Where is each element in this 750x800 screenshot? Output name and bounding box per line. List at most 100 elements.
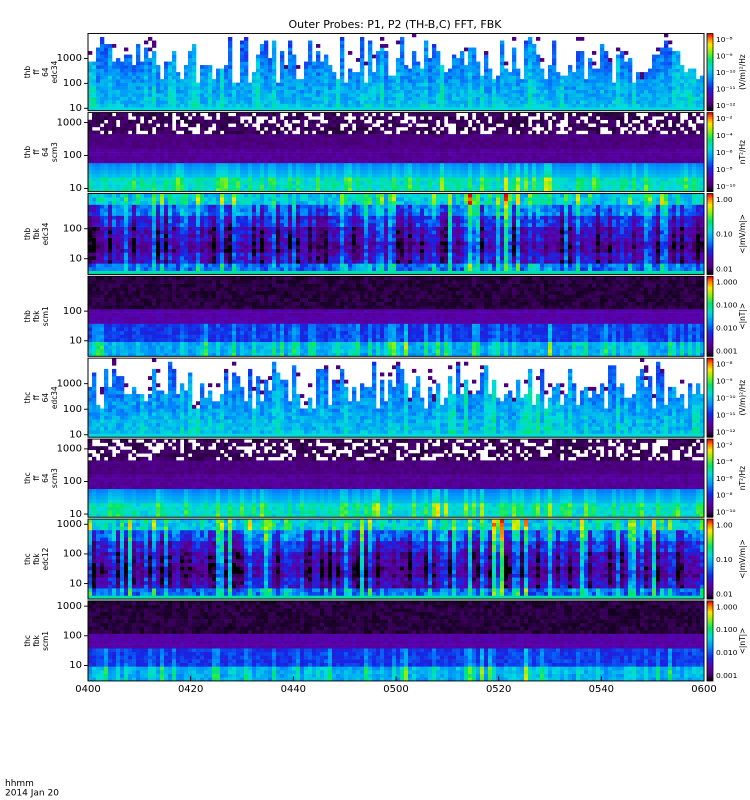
heatmap-cell: [604, 155, 609, 160]
heatmap-cell: [356, 75, 361, 80]
heatmap-cell: [536, 79, 541, 83]
heatmap-cell: [432, 82, 437, 87]
heatmap-cell: [312, 61, 317, 66]
heatmap-cell: [212, 173, 217, 178]
heatmap-cell: [436, 54, 441, 59]
heatmap-cell: [448, 79, 453, 83]
heatmap-cell: [420, 137, 425, 142]
heatmap-cell: [136, 137, 141, 142]
heatmap-cell: [532, 155, 537, 160]
heatmap-cell: [288, 96, 293, 101]
heatmap-cell: [372, 103, 377, 108]
heatmap-cell: [288, 159, 293, 164]
heatmap-cell: [516, 72, 521, 76]
heatmap-cell: [252, 86, 257, 90]
heatmap-cell: [432, 141, 437, 146]
heatmap-cell: [448, 112, 453, 117]
heatmap-cell: [204, 137, 209, 142]
colorbar-segment: [707, 108, 713, 112]
heatmap-cell: [440, 103, 445, 108]
heatmap-cell: [188, 188, 193, 192]
heatmap-cell: [124, 119, 129, 124]
heatmap-cell: [524, 159, 529, 164]
heatmap-cell: [436, 137, 441, 142]
heatmap-cell: [136, 144, 141, 149]
heatmap-cell: [96, 112, 101, 117]
heatmap-cell: [504, 137, 509, 142]
heatmap-cell: [320, 155, 325, 160]
colorbar-segment: [707, 45, 713, 48]
heatmap-cell: [452, 141, 457, 146]
heatmap-cell: [616, 54, 621, 59]
heatmap-cell: [88, 130, 93, 135]
heatmap-cell: [112, 89, 117, 94]
heatmap-cell: [564, 137, 569, 142]
heatmap-cell: [108, 96, 113, 101]
heatmap-cell: [312, 148, 317, 153]
heatmap-cell: [272, 96, 277, 101]
heatmap-cell: [392, 137, 397, 142]
heatmap-cell: [264, 68, 269, 73]
heatmap-cell: [136, 75, 141, 80]
heatmap-cell: [428, 141, 433, 146]
heatmap-cell: [376, 68, 381, 73]
heatmap-cell: [628, 103, 633, 108]
y-axis-label-line: 64: [41, 67, 50, 77]
heatmap-cell: [552, 112, 557, 117]
heatmap-cell: [416, 137, 421, 142]
heatmap-cell: [352, 103, 357, 108]
heatmap-cell: [500, 130, 505, 135]
heatmap-cell: [624, 162, 629, 167]
heatmap-cell: [152, 93, 157, 97]
heatmap-cell: [316, 107, 321, 111]
heatmap-cell: [588, 86, 593, 90]
heatmap-cell: [472, 134, 477, 138]
heatmap-cell: [536, 159, 541, 164]
heatmap-cell: [228, 188, 233, 192]
heatmap-cell: [316, 173, 321, 178]
heatmap-cell: [688, 107, 693, 111]
heatmap-cell: [700, 96, 705, 101]
heatmap-cell: [92, 65, 97, 69]
heatmap-cell: [356, 141, 361, 146]
heatmap-cell: [156, 144, 161, 149]
heatmap-cell: [420, 177, 425, 182]
heatmap-cell: [168, 188, 173, 192]
heatmap-cell: [88, 119, 93, 124]
heatmap-cell: [96, 130, 101, 135]
heatmap-cell: [676, 100, 681, 104]
heatmap-cell: [192, 51, 197, 55]
heatmap-cell: [188, 170, 193, 174]
heatmap-cell: [336, 86, 341, 90]
heatmap-cell: [212, 89, 217, 94]
heatmap-cell: [508, 119, 513, 124]
heatmap-cell: [456, 93, 461, 97]
heatmap-cell: [160, 112, 165, 117]
heatmap-cell: [508, 134, 513, 138]
heatmap-cell: [232, 134, 237, 138]
heatmap-cell: [520, 137, 525, 142]
heatmap-cell: [316, 144, 321, 149]
heatmap-cell: [248, 130, 253, 135]
heatmap-cell: [168, 184, 173, 189]
heatmap-cell: [212, 82, 217, 87]
heatmap-cell: [96, 159, 101, 164]
heatmap-cell: [544, 173, 549, 178]
heatmap-cell: [280, 141, 285, 146]
heatmap-cell: [580, 79, 585, 83]
heatmap-cell: [308, 144, 313, 149]
heatmap-cell: [520, 148, 525, 153]
heatmap-cell: [308, 134, 313, 138]
heatmap-cell: [136, 100, 141, 104]
heatmap-cell: [620, 152, 625, 156]
heatmap-cell: [100, 40, 105, 45]
heatmap-cell: [260, 96, 265, 101]
heatmap-cell: [256, 162, 261, 167]
heatmap-cell: [160, 170, 165, 174]
heatmap-cell: [444, 177, 449, 182]
heatmap-cell: [528, 177, 533, 182]
heatmap-cell: [580, 82, 585, 87]
heatmap-cell: [600, 86, 605, 90]
heatmap-cell: [108, 82, 113, 87]
heatmap-cell: [556, 170, 561, 174]
